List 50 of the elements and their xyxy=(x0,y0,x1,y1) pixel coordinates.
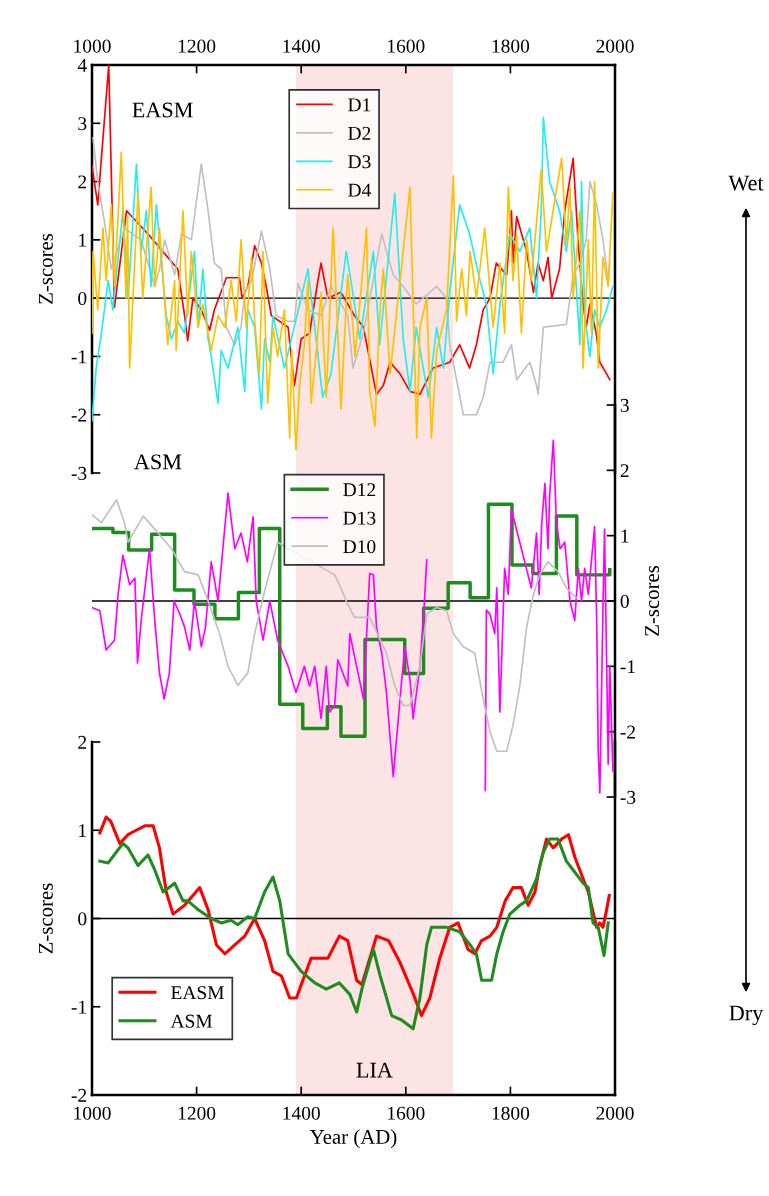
y-tick-label: -1 xyxy=(71,1000,86,1014)
y-tick-label: 3 xyxy=(78,117,87,131)
y-tick-label: -2 xyxy=(71,1088,87,1102)
legend-label: D12 xyxy=(343,483,376,497)
y-axis-title: Z-scores xyxy=(38,883,53,954)
x-tick-label: 2000 xyxy=(596,39,634,53)
y-tick-label: -2 xyxy=(620,725,635,739)
x-tick-label: 1800 xyxy=(492,1106,530,1120)
y-tick-label: 1 xyxy=(79,233,86,247)
y-tick-label: -3 xyxy=(71,466,87,480)
x-tick-label: 1200 xyxy=(178,39,216,53)
y-tick-label: -3 xyxy=(620,790,636,804)
y-tick-label: 2 xyxy=(78,735,87,749)
x-tick-label: 2000 xyxy=(596,1106,634,1120)
y-tick-label: 4 xyxy=(77,58,87,72)
y-tick-label: 3 xyxy=(620,398,629,412)
legend-label: D1 xyxy=(348,98,371,112)
legend-label: ASM xyxy=(170,1014,213,1028)
legend-label: D13 xyxy=(343,511,376,525)
x-tick-label: 1400 xyxy=(283,39,320,53)
text: Wet xyxy=(728,175,764,191)
x-tick-label: 1400 xyxy=(283,1106,320,1120)
x-axis-title: Year (AD) xyxy=(309,1129,397,1149)
legend-label: D4 xyxy=(348,183,371,197)
text: EASM xyxy=(132,102,193,118)
y-tick-label: 0 xyxy=(620,594,629,608)
y-tick-label: -1 xyxy=(620,660,635,674)
y-tick-label: 2 xyxy=(78,175,87,189)
band-label: LIA xyxy=(356,1062,393,1078)
y-tick-label: 1 xyxy=(79,824,86,837)
legend-label: D3 xyxy=(348,155,371,169)
y-axis-title: Z-scores xyxy=(38,233,53,304)
x-tick-label: 1800 xyxy=(492,39,530,53)
y-tick-label: 0 xyxy=(78,291,87,306)
x-tick-label: 1600 xyxy=(388,1106,425,1120)
y-tick-label: 2 xyxy=(620,464,629,478)
x-tick-label: 1600 xyxy=(388,39,425,53)
y-tick-label: 1 xyxy=(621,529,629,543)
y-tick-label: -2 xyxy=(71,408,87,422)
x-tick-label: 1000 xyxy=(74,39,111,53)
legend-label: EASM xyxy=(171,986,224,1000)
legend-label: D2 xyxy=(348,126,371,140)
y-axis-title: Z-scores xyxy=(645,565,660,636)
text: Dry xyxy=(729,1005,764,1026)
y-tick-label: 0 xyxy=(78,912,87,926)
y-tick-label: -1 xyxy=(71,350,86,364)
text: ASM xyxy=(134,454,182,470)
x-tick-label: 1000 xyxy=(74,1106,111,1120)
x-tick-label: 1200 xyxy=(178,1106,216,1120)
legend-label: D10 xyxy=(343,540,376,554)
